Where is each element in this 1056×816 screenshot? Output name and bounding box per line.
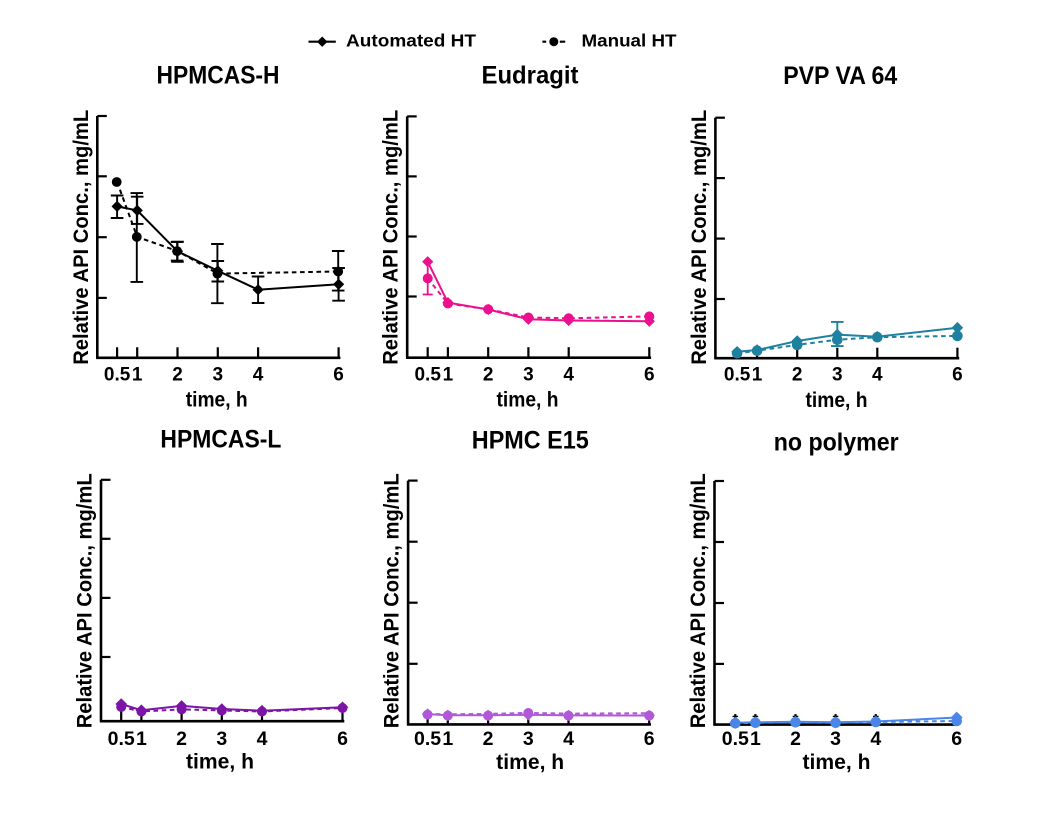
svg-text:4: 4	[563, 364, 574, 385]
svg-text:Relative API Conc., mg/mL: Relative API Conc., mg/mL	[688, 110, 711, 365]
svg-text:2: 2	[790, 728, 801, 750]
svg-text:4: 4	[870, 728, 881, 750]
svg-text:0.5: 0.5	[722, 728, 749, 750]
svg-text:4: 4	[257, 728, 268, 750]
svg-text:6: 6	[644, 728, 655, 750]
svg-text:1: 1	[132, 364, 143, 385]
svg-text:time, h: time, h	[496, 751, 564, 774]
svg-text:Relative API Conc., mg/mL: Relative API Conc., mg/mL	[70, 110, 93, 365]
svg-text:6: 6	[952, 364, 963, 385]
svg-text:1: 1	[750, 728, 761, 750]
svg-text:HPMC E15: HPMC E15	[472, 427, 589, 455]
svg-text:3: 3	[830, 728, 841, 750]
svg-text:2: 2	[483, 364, 494, 385]
svg-text:1: 1	[443, 364, 454, 385]
svg-text:3: 3	[523, 364, 534, 385]
svg-text:3: 3	[523, 728, 534, 750]
svg-text:0.5: 0.5	[104, 364, 131, 385]
svg-text:4: 4	[253, 364, 264, 385]
svg-text:6: 6	[951, 728, 962, 750]
svg-text:4: 4	[872, 364, 883, 385]
svg-text:0.5: 0.5	[414, 728, 441, 750]
svg-text:1: 1	[136, 728, 147, 750]
svg-text:1: 1	[442, 728, 453, 750]
svg-text:time, h: time, h	[186, 389, 248, 412]
svg-text:time, h: time, h	[806, 389, 868, 412]
svg-text:4: 4	[563, 728, 574, 750]
svg-text:0.5: 0.5	[108, 728, 135, 750]
svg-text:HPMCAS-H: HPMCAS-H	[157, 62, 280, 90]
svg-text:3: 3	[832, 364, 843, 385]
svg-text:time, h: time, h	[803, 751, 871, 774]
svg-text:PVP VA 64: PVP VA 64	[783, 62, 897, 90]
svg-text:0.5: 0.5	[724, 364, 751, 385]
svg-text:Relative API Conc., mg/mL: Relative API Conc., mg/mL	[687, 473, 710, 728]
svg-text:Eudragit: Eudragit	[482, 62, 580, 90]
svg-text:2: 2	[792, 364, 803, 385]
svg-text:Relative API Conc., mg/mL: Relative API Conc., mg/mL	[381, 473, 404, 728]
svg-text:Relative API Conc., mg/mL: Relative API Conc., mg/mL	[380, 110, 403, 365]
svg-text:no polymer: no polymer	[774, 428, 899, 456]
svg-text:6: 6	[333, 364, 344, 385]
svg-text:time, h: time, h	[186, 751, 254, 774]
svg-text:2: 2	[176, 728, 187, 750]
svg-text:time, h: time, h	[497, 389, 559, 412]
svg-text:Manual HT: Manual HT	[582, 30, 677, 50]
svg-text:6: 6	[644, 364, 655, 385]
svg-text:Automated HT: Automated HT	[346, 30, 476, 50]
svg-text:HPMCAS-L: HPMCAS-L	[160, 426, 281, 454]
svg-text:0.5: 0.5	[414, 364, 441, 385]
svg-text:2: 2	[172, 364, 183, 385]
svg-text:Relative API Conc., mg/mL: Relative API Conc., mg/mL	[74, 473, 97, 728]
svg-text:1: 1	[752, 364, 763, 385]
svg-text:2: 2	[483, 728, 494, 750]
svg-text:3: 3	[213, 364, 224, 385]
svg-text:6: 6	[337, 728, 348, 750]
svg-text:3: 3	[216, 728, 227, 750]
